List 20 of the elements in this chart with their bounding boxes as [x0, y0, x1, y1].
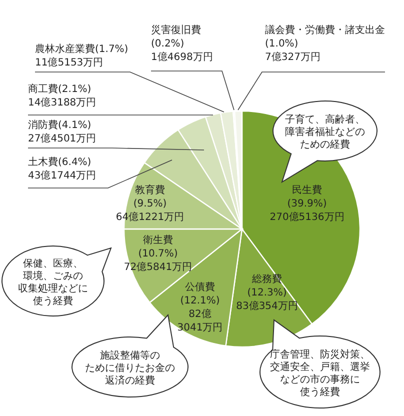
text: 保健、医療、環境、ごみの収集処理などに使う経費 — [18, 257, 88, 307]
data-label: (9.5%) 64億1221万円 — [116, 198, 184, 223]
data-label: (1.0%) 7億327万円 — [265, 38, 320, 63]
text: 子育て、高齢者、障害者福祉などのための経費 — [285, 114, 365, 150]
data-label: (39.9%) 270億5136万円 — [270, 198, 344, 223]
slice-label: 衛生費 — [143, 234, 173, 246]
data-label: (0.2%) 1億4698万円 — [151, 38, 213, 63]
text: 庁舎管理、防災対策、交通安全、戸籍、選挙などの市の事務に使う経費 — [270, 348, 370, 398]
text: 施設整備等のために借りたお金の返済の経費 — [85, 350, 175, 386]
slice-label: 土木費(6.4%) 43億1744万円 — [28, 156, 96, 182]
slice-label: 民生費 — [292, 184, 322, 196]
slice-label: 災害復旧費 — [151, 24, 201, 36]
slice-label: 議会費・労働費・諸支出金 — [265, 24, 385, 36]
slice-label: 教育費 — [135, 184, 165, 196]
slice-label: 公債費 — [185, 281, 215, 293]
slice-label: 消防費(4.1%) 27億4501万円 — [28, 119, 96, 144]
slice-label: 農林水産業費(1.7%) 11億5153万円 — [35, 43, 128, 68]
slice-label: 商工費(2.1%) 14億3188万円 — [28, 83, 96, 108]
data-label: (12.3%) 83億354万円 — [236, 288, 298, 312]
data-label: (12.1%) 82億 3041万円 — [177, 296, 223, 334]
